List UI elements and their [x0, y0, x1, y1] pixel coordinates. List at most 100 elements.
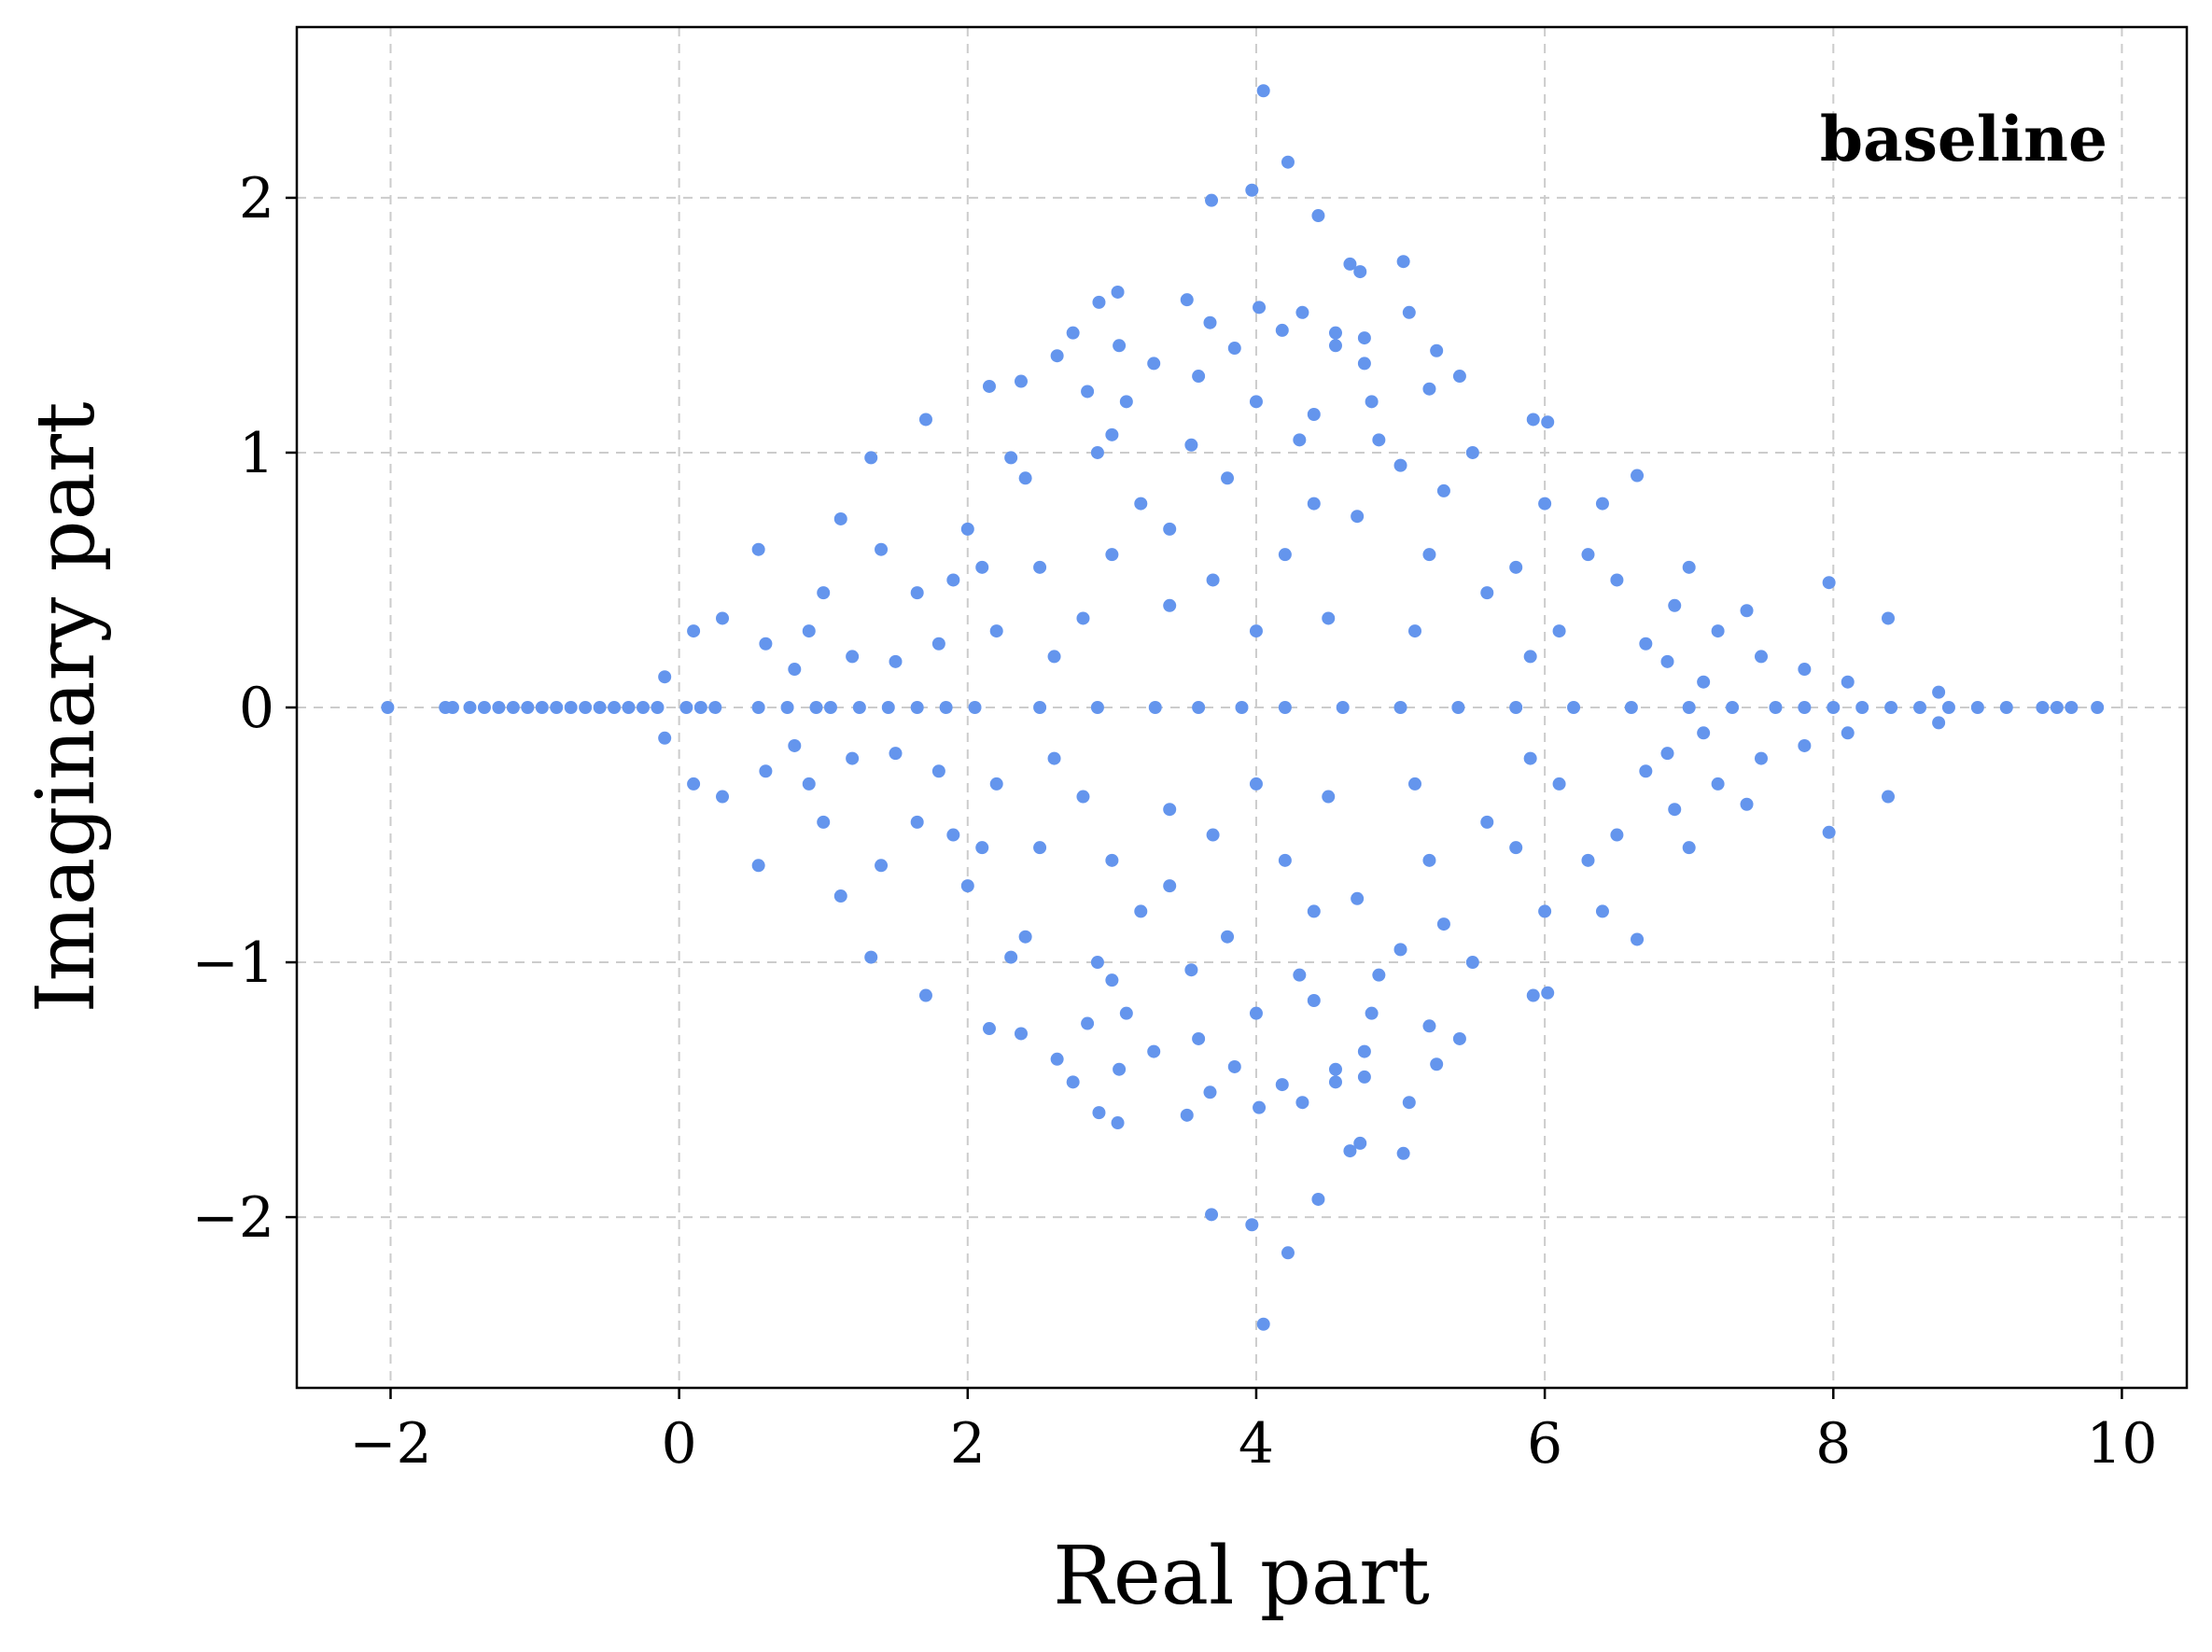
data-point [1253, 301, 1267, 315]
data-point [1480, 815, 1494, 829]
data-point [1105, 973, 1119, 987]
data-point [1275, 323, 1289, 337]
data-point [445, 701, 459, 714]
data-point [910, 815, 924, 829]
data-point [1452, 1031, 1466, 1045]
data-point [1422, 548, 1436, 562]
data-point [1393, 943, 1407, 957]
data-point [1465, 956, 1479, 970]
data-point [1192, 1031, 1206, 1045]
data-point [535, 701, 549, 714]
data-point [1066, 326, 1080, 340]
data-point [1827, 701, 1841, 714]
data-point [864, 451, 878, 465]
data-point [1076, 790, 1090, 804]
data-point [1841, 726, 1855, 740]
data-point [1422, 382, 1436, 396]
data-point [1541, 415, 1555, 429]
data-point [1249, 777, 1263, 791]
data-point [910, 586, 924, 600]
data-point [1509, 560, 1523, 574]
data-point [593, 701, 607, 714]
y-tick-label: 0 [239, 676, 274, 741]
data-point [1328, 1062, 1342, 1076]
data-point [1552, 777, 1566, 791]
data-point [1111, 1116, 1125, 1130]
data-point [658, 731, 672, 745]
data-point [881, 701, 895, 714]
data-point [1235, 701, 1249, 714]
data-point [1033, 560, 1047, 574]
data-point [1111, 285, 1125, 299]
data-point [1081, 1016, 1095, 1030]
data-point [1307, 993, 1321, 1007]
data-point [1119, 1006, 1133, 1020]
data-point [2036, 701, 2050, 714]
data-point [788, 738, 802, 752]
data-point [687, 624, 701, 638]
data-point [1090, 956, 1104, 970]
data-point [1552, 624, 1566, 638]
data-point [1163, 522, 1177, 536]
data-point [1134, 497, 1148, 511]
data-point [622, 701, 636, 714]
data-point [1465, 445, 1479, 459]
data-point [1396, 1146, 1410, 1160]
y-tick-label: −2 [192, 1185, 274, 1251]
data-point [1184, 438, 1198, 452]
x-tick-label: 8 [1815, 1411, 1851, 1477]
data-point [381, 701, 395, 714]
data-point [1278, 548, 1292, 562]
data-point [1798, 701, 1812, 714]
data-point [1682, 560, 1696, 574]
data-point [1660, 654, 1674, 668]
data-point [1163, 598, 1177, 612]
data-point [708, 701, 722, 714]
y-tick-label: −1 [192, 931, 274, 996]
data-point [1372, 968, 1386, 982]
data-point [1203, 315, 1217, 329]
data-point [1509, 841, 1523, 855]
data-point [1631, 469, 1645, 483]
data-point [875, 542, 889, 556]
data-point [1307, 408, 1321, 422]
data-point [975, 560, 989, 574]
x-tick-label: 0 [662, 1411, 697, 1477]
data-point [1407, 624, 1421, 638]
data-point [1293, 968, 1307, 982]
data-point [751, 859, 765, 873]
data-point [918, 988, 932, 1002]
data-point [716, 611, 730, 625]
data-point [1206, 828, 1220, 842]
data-point [1105, 427, 1119, 441]
data-point [1595, 497, 1609, 511]
data-point [1343, 257, 1357, 271]
scatter-points [381, 84, 2105, 1331]
data-point [608, 701, 622, 714]
data-point [1066, 1075, 1080, 1089]
data-point [1322, 611, 1336, 625]
data-point [658, 670, 672, 684]
data-point [1365, 395, 1379, 409]
data-point [1050, 1052, 1064, 1066]
data-point [1422, 853, 1436, 867]
data-point [1509, 701, 1523, 714]
data-point [802, 777, 816, 791]
data-point [1249, 624, 1263, 638]
data-point [1798, 738, 1812, 752]
data-point [817, 586, 831, 600]
data-point [1436, 483, 1450, 497]
data-point [687, 777, 701, 791]
data-point [1639, 637, 1653, 651]
data-point [1343, 1144, 1357, 1158]
data-point [1014, 374, 1028, 388]
data-point [931, 637, 945, 651]
data-point [759, 637, 773, 651]
data-point [1581, 853, 1595, 867]
data-point [1184, 963, 1198, 977]
data-point [846, 751, 860, 765]
data-point [1523, 650, 1537, 664]
data-point [833, 511, 847, 525]
data-point [693, 701, 707, 714]
